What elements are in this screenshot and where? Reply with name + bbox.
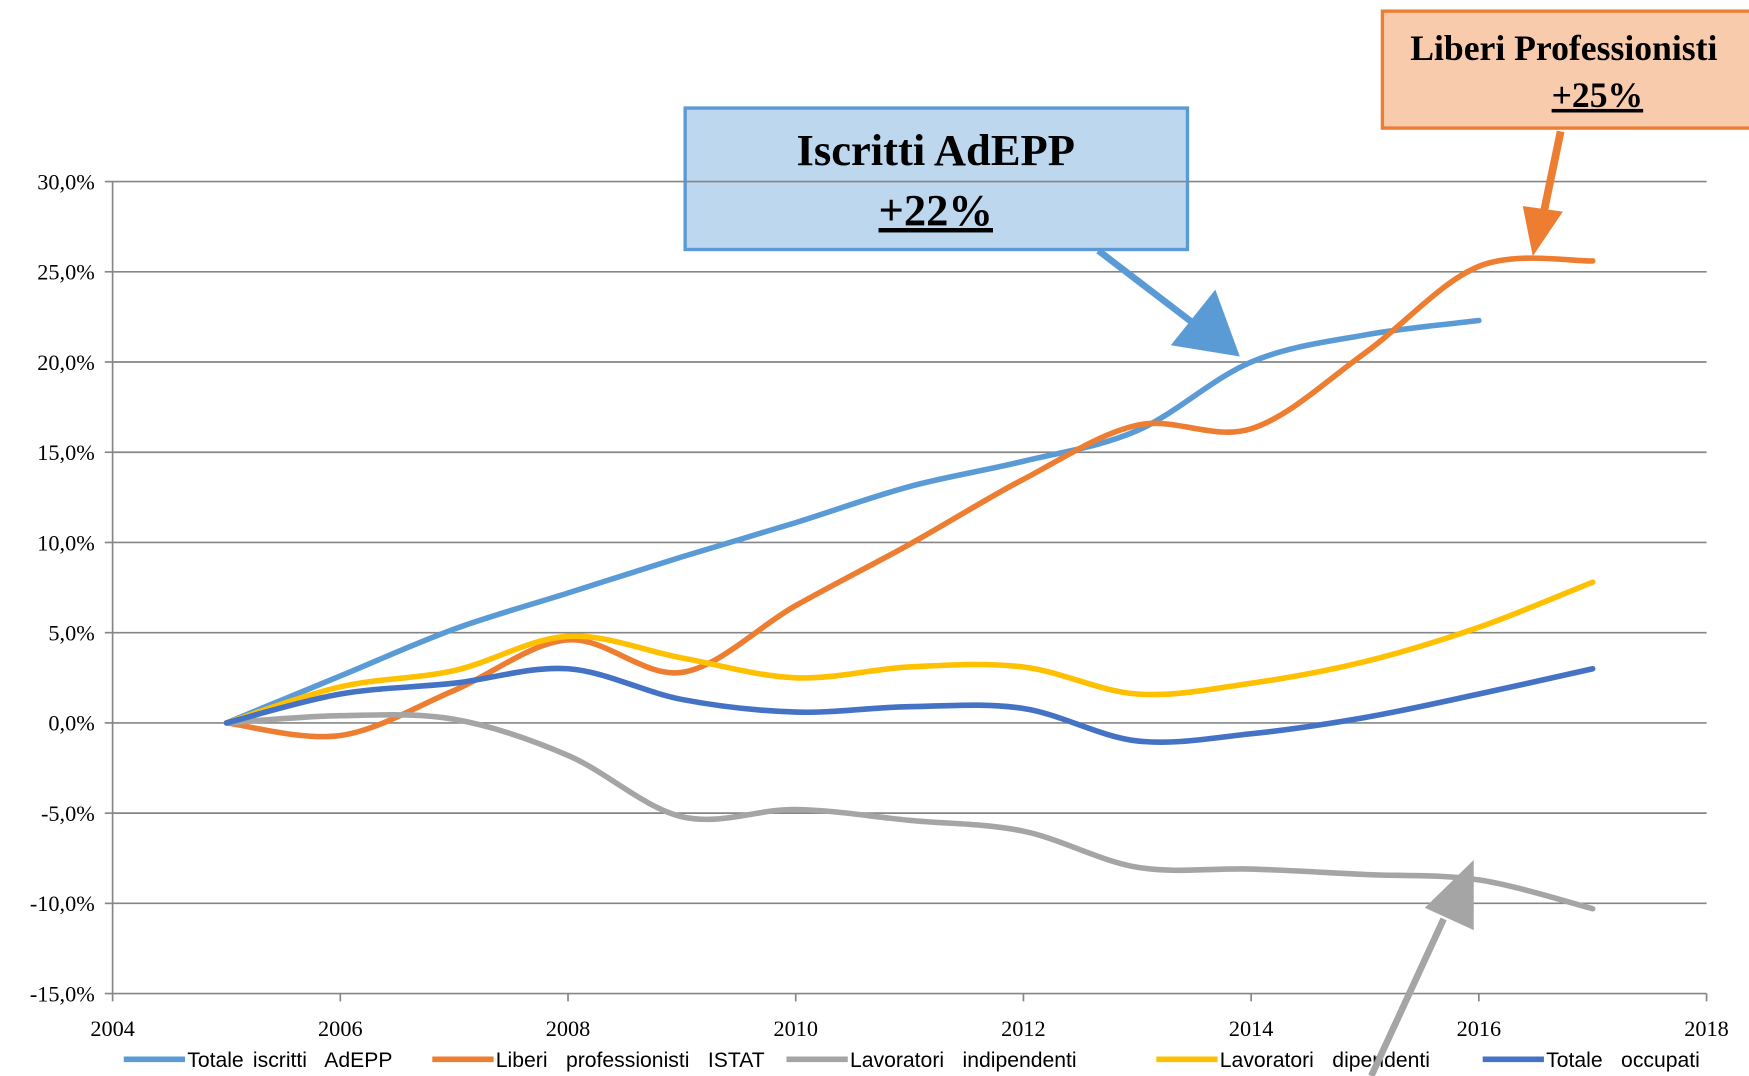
legend-label: Totale occupati [1546,1049,1700,1072]
y-tick-label: -5,0% [41,801,95,826]
y-tick-label: -15,0% [30,981,95,1006]
x-tick-label: 2006 [318,1016,363,1041]
y-tick-label: -10,0% [30,891,95,916]
legend-label: Lavoratori dipendenti [1220,1049,1430,1072]
annotation-title: Iscritti AdEPP [797,125,1075,175]
series-line [223,711,1596,912]
plot: -15,0% -10,0% -5,0% 0,0% 5,0% 10,0% 15,0% 20,0%… [30,169,1729,1072]
x-tick-label: 2014 [1229,1016,1274,1041]
arrow-head [1424,859,1474,931]
y-tick-label: 20,0% [37,350,95,375]
arrow [1096,247,1196,326]
series-line [223,317,1482,726]
y-tick-label: 30,0% [37,169,95,194]
x-tick-label: 2018 [1684,1016,1729,1041]
y-tick-label: 25,0% [37,260,95,285]
series-line [223,665,1596,745]
series-line [223,579,1596,726]
annotation-value: +22% [879,185,993,235]
y-tick-label: 15,0% [37,440,95,465]
annotation-box [683,106,1190,252]
annotation-value: +25% [1552,75,1644,115]
legend-label: Lavoratori indipendenti [850,1049,1077,1072]
y-tick-label: 5,0% [48,620,94,645]
x-tick-label: 2008 [546,1016,591,1041]
arrow [1540,130,1565,213]
x-tick-label: 2012 [1001,1016,1046,1041]
annotation-title: Liberi Professionisti [1410,28,1717,68]
arrow-head [1522,206,1563,257]
y-tick-label: 0,0% [48,711,94,736]
x-tick-label: 2004 [90,1016,135,1041]
annotation-box [1380,9,1749,130]
arrow-head [1170,289,1240,357]
arrow [1368,917,1447,1076]
legend-label: Totale iscritti AdEPP [187,1049,392,1072]
series-line [223,255,1596,740]
x-tick-label: 2010 [773,1016,818,1041]
x-tick-label: 2016 [1457,1016,1502,1041]
arrows [1096,130,1565,1076]
legend-label: Liberi professionisti ISTAT [496,1049,765,1072]
y-tick-label: 10,0% [37,530,95,555]
